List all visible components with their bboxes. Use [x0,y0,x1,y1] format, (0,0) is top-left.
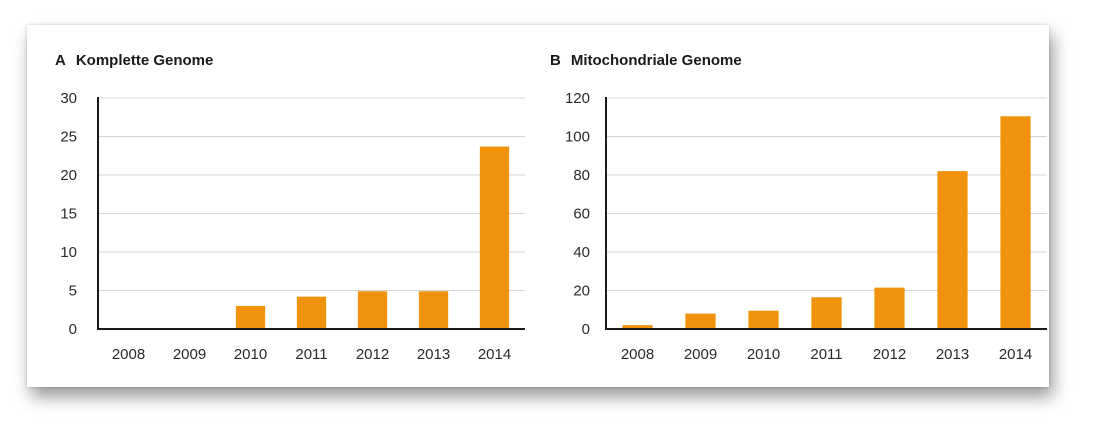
y-tick-label-a-6: 30 [60,90,77,107]
y-tick-label-a-4: 20 [60,167,77,184]
bar-b-2013 [937,171,968,329]
figure-card: A Komplette Genome 0 5 10 15 20 25 30 2008 2009 20… [27,25,1049,387]
x-tick-label-a-3: 2011 [295,346,327,363]
chart-panel-b: B Mitochondriale Genome 0 20 40 60 80 100 120 20… [538,25,1049,387]
y-tick-label-a-5: 25 [60,129,77,146]
bar-chart-a: 0 5 10 15 20 25 30 2008 2009 2010 2011 2012 2013 2014 [60,90,525,363]
panel-letter-a: A [55,52,66,69]
bar-b-2012 [874,287,905,329]
y-tick-label-b-6: 120 [565,90,590,107]
bars-a [235,146,510,329]
y-tick-label-b-3: 60 [573,206,590,223]
bar-b-2011 [811,297,842,329]
x-tick-labels-a: 2008 2009 2010 2011 2012 2013 2014 [112,346,511,363]
y-tick-label-a-1: 5 [69,283,77,300]
bar-b-2014 [1000,116,1031,329]
x-tick-label-b-6: 2014 [999,346,1032,363]
y-tick-label-b-2: 40 [573,244,590,261]
panel-letter-b: B [550,52,561,69]
y-tick-label-a-0: 0 [69,321,77,338]
chart-panel-a: A Komplette Genome 0 5 10 15 20 25 30 2008 2009 20… [27,25,538,387]
chart-title-b: B Mitochondriale Genome [550,52,742,69]
x-tick-label-a-5: 2013 [417,346,450,363]
y-tick-labels-a: 0 5 10 15 20 25 30 [60,90,77,338]
chart-title-text-a: Komplette Genome [75,52,214,69]
x-tick-label-a-1: 2009 [173,346,206,363]
bar-b-2008 [622,325,653,329]
bar-b-2010 [748,310,779,329]
x-tick-label-a-6: 2014 [478,346,511,363]
x-tick-label-b-3: 2011 [810,346,842,363]
y-tick-label-a-2: 10 [60,244,77,261]
x-tick-labels-b: 2008 2009 2010 2011 2012 2013 2014 [621,346,1032,363]
x-tick-label-a-2: 2010 [234,346,267,363]
gridlines-a [98,97,525,291]
bar-a-2014 [479,146,510,329]
x-tick-label-b-0: 2008 [621,346,654,363]
gridlines-b [606,97,1047,291]
y-tick-label-b-1: 20 [573,283,590,300]
bar-a-2012 [357,291,388,329]
chart-title-a: A Komplette Genome [55,52,213,69]
chart-title-text-b: Mitochondriale Genome [570,52,742,69]
y-tick-label-b-0: 0 [582,321,590,338]
x-tick-label-a-0: 2008 [112,346,145,363]
bar-a-2011 [296,296,327,329]
bar-b-2009 [685,313,716,329]
y-tick-label-a-3: 15 [60,206,77,223]
y-tick-label-b-5: 100 [565,129,590,146]
x-tick-label-b-5: 2013 [936,346,969,363]
x-tick-label-b-4: 2012 [873,346,906,363]
bars-b [622,116,1031,329]
y-tick-labels-b: 0 20 40 60 80 100 120 [565,90,590,338]
x-tick-label-b-1: 2009 [684,346,717,363]
bar-a-2013 [418,291,449,329]
y-tick-label-b-4: 80 [573,167,590,184]
bar-a-2010 [235,305,266,329]
x-tick-label-a-4: 2012 [356,346,389,363]
x-tick-label-b-2: 2010 [747,346,780,363]
